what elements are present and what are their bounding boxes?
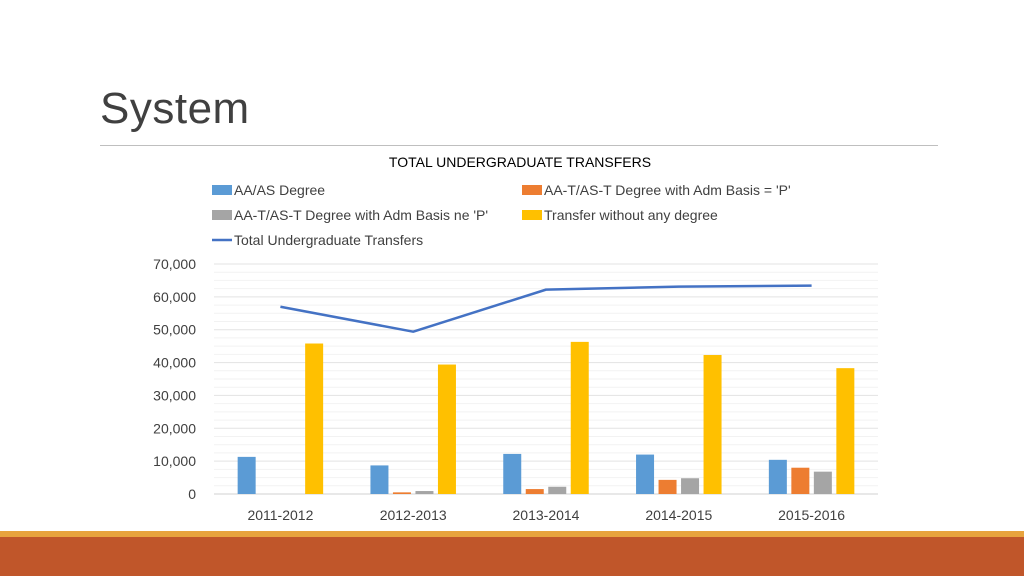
bar [681, 478, 700, 494]
bar [237, 456, 256, 494]
y-tick-label: 40,000 [153, 355, 196, 371]
bar [305, 343, 324, 494]
series-line [280, 284, 812, 333]
legend-label: AA-T/AS-T Degree with Adm Basis ne 'P' [234, 207, 488, 223]
x-tick-label: 2013-2014 [513, 507, 580, 523]
bar [658, 479, 677, 494]
title-divider [100, 145, 938, 146]
x-tick-label: 2014-2015 [645, 507, 712, 523]
bar [370, 465, 389, 494]
legend-swatch [522, 210, 542, 220]
legend-swatch [522, 185, 542, 195]
y-tick-label: 50,000 [153, 322, 196, 338]
bar [525, 489, 544, 494]
bar [415, 491, 434, 494]
x-tick-label: 2012-2013 [380, 507, 447, 523]
chart-title: TOTAL UNDERGRADUATE TRANSFERS [389, 154, 651, 170]
bar [703, 355, 722, 494]
bar [813, 471, 832, 494]
legend-swatch [212, 185, 232, 195]
bar [392, 492, 411, 494]
slide-title: System [100, 84, 250, 133]
legend-label: Transfer without any degree [544, 207, 718, 223]
x-tick-label: 2015-2016 [778, 507, 845, 523]
chart: TOTAL UNDERGRADUATE TRANSFERS 0 10,000 20,0… [153, 154, 878, 523]
legend-label: AA/AS Degree [234, 182, 325, 198]
bar [791, 467, 810, 494]
y-tick-label: 70,000 [153, 256, 196, 272]
bar [548, 486, 567, 494]
y-tick-label: 30,000 [153, 387, 196, 403]
bar [636, 454, 655, 494]
bar [437, 364, 456, 494]
footer-accent-stripe [0, 531, 1024, 537]
legend-swatch [212, 210, 232, 220]
bar [768, 459, 787, 494]
bar [836, 368, 855, 494]
bar [503, 453, 522, 494]
legend-label: Total Undergraduate Transfers [234, 232, 423, 248]
legend-label: AA-T/AS-T Degree with Adm Basis = 'P' [544, 182, 791, 198]
y-tick-label: 20,000 [153, 420, 196, 436]
y-tick-label: 0 [188, 486, 196, 502]
y-tick-label: 60,000 [153, 289, 196, 305]
bar [570, 341, 589, 494]
y-tick-label: 10,000 [153, 453, 196, 469]
x-tick-label: 2011-2012 [247, 507, 313, 523]
footer-band [0, 537, 1024, 576]
